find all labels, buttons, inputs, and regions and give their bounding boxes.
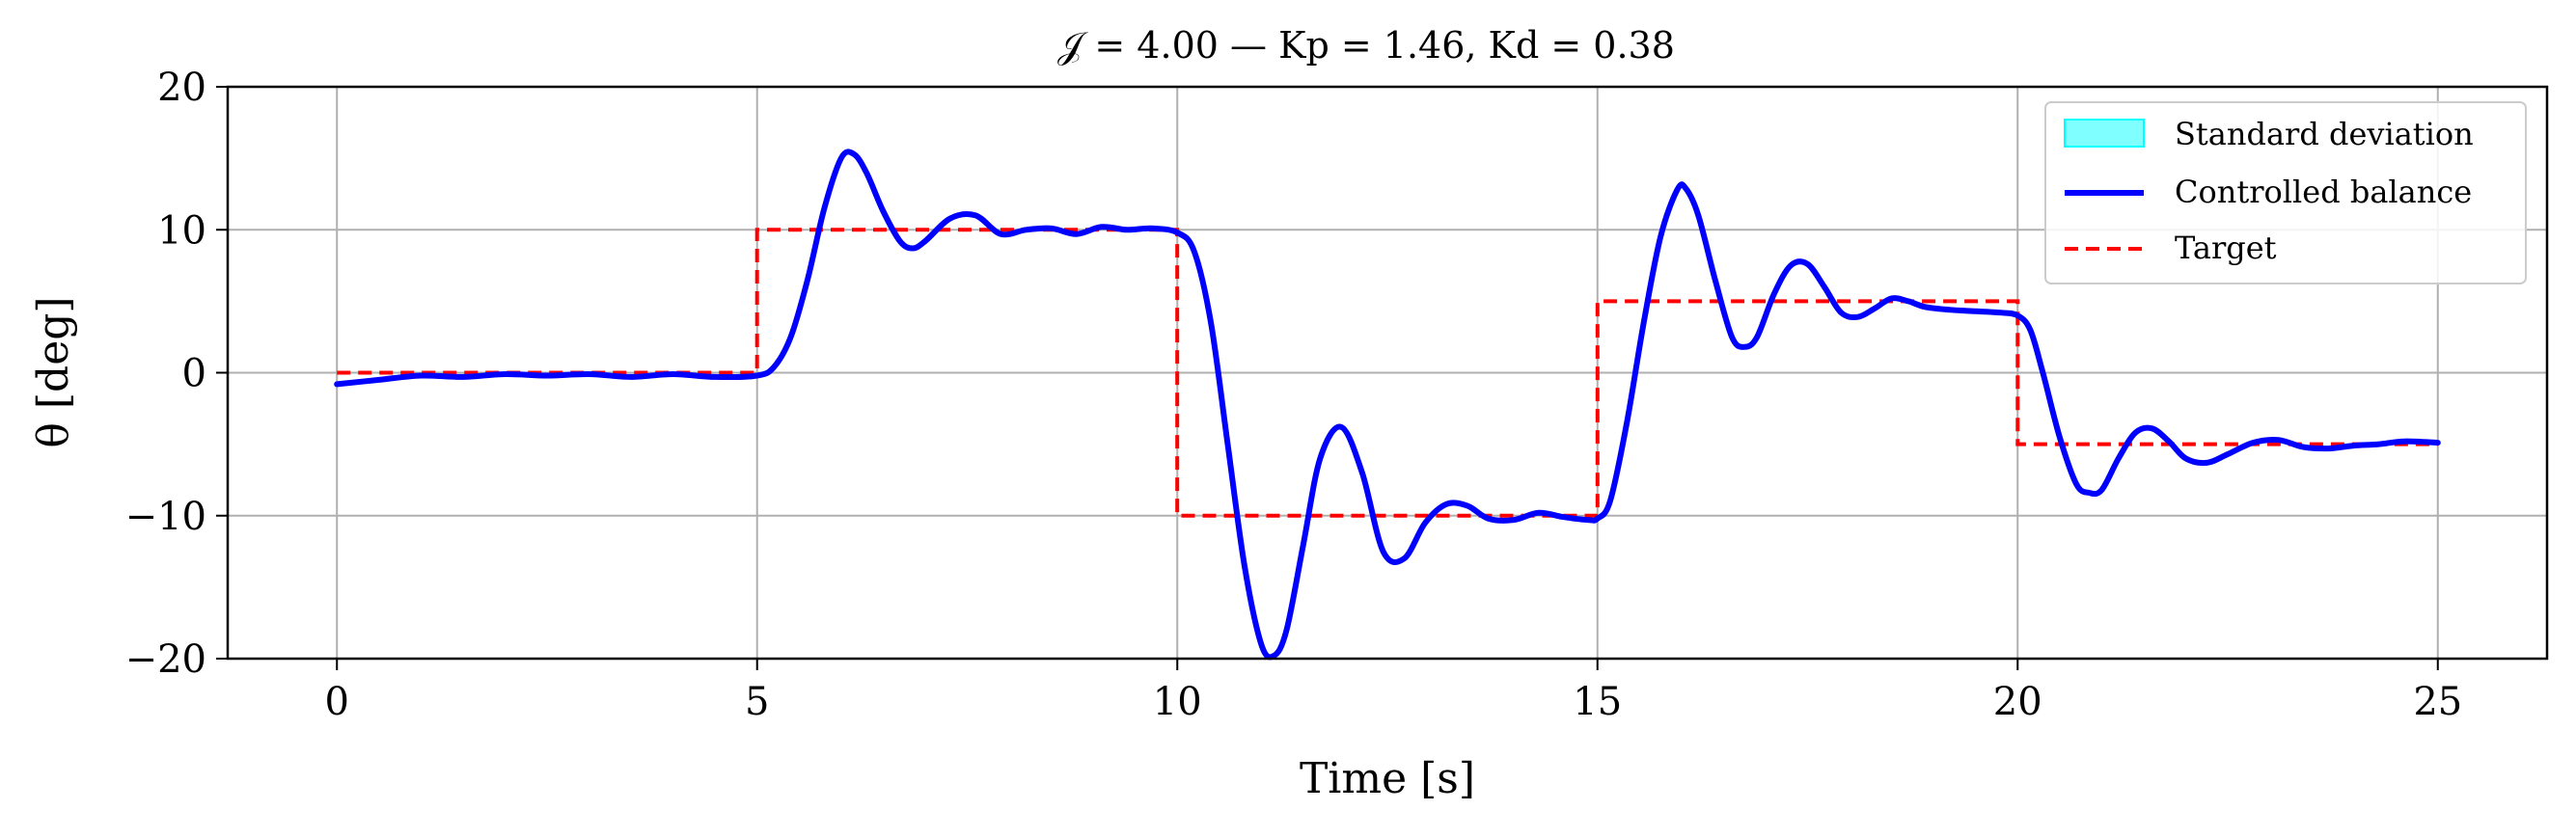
x-tick-label: 5 bbox=[745, 680, 769, 724]
legend: Standard deviation Controlled balance Ta… bbox=[2044, 101, 2527, 284]
x-tick-label: 20 bbox=[1993, 680, 2042, 724]
y-tick-label: −20 bbox=[125, 637, 206, 682]
series-controlled-balance-line bbox=[334, 149, 2441, 661]
legend-label-target: Target bbox=[2175, 230, 2277, 266]
y-tick-label: 20 bbox=[157, 66, 206, 110]
plot-area bbox=[334, 149, 2441, 661]
x-tick-label: 0 bbox=[325, 680, 349, 724]
x-tick-label: 10 bbox=[1153, 680, 1202, 724]
x-axis: 0 5 10 15 20 25 bbox=[325, 659, 2462, 724]
legend-label-std: Standard deviation bbox=[2175, 116, 2474, 152]
legend-swatch-std bbox=[2064, 119, 2145, 148]
series-target-line bbox=[337, 228, 2438, 518]
y-axis-label: θ [deg] bbox=[29, 296, 78, 447]
y-tick-label: −10 bbox=[125, 495, 206, 539]
legend-label-controlled: Controlled balance bbox=[2175, 174, 2472, 210]
y-tick-label: 0 bbox=[182, 352, 206, 396]
y-tick-label: 10 bbox=[157, 208, 206, 253]
x-tick-label: 15 bbox=[1573, 680, 1622, 724]
chart-title: 𝒥 = 4.00 — Kp = 1.46, Kd = 0.38 bbox=[1057, 24, 1675, 67]
y-axis: −20 −10 0 10 20 bbox=[125, 66, 228, 682]
legend-box bbox=[2044, 101, 2527, 284]
x-axis-label: Time [s] bbox=[1300, 754, 1475, 803]
x-tick-label: 25 bbox=[2413, 680, 2462, 724]
